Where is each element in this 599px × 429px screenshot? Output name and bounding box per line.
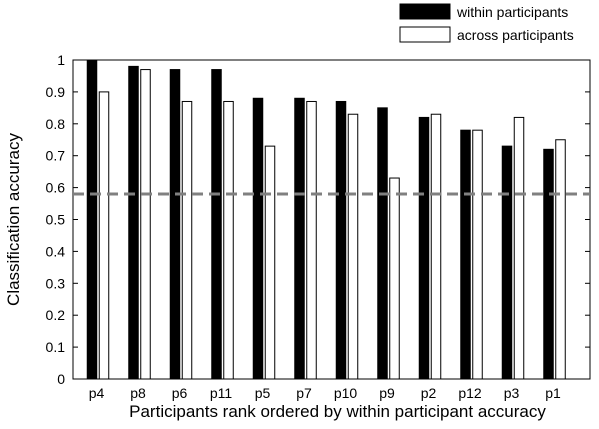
bar-across-p11 [223,100,234,380]
bar-across-p3 [513,116,525,380]
bar-across-p1 [555,139,566,380]
bar-within-p10 [335,100,347,380]
y-tick-label: 0.6 [46,180,66,196]
bar-across-p2 [430,113,442,380]
x-tick-label: p7 [296,385,312,401]
y-tick-label: 0.1 [46,339,66,355]
x-tick-label: p2 [421,385,437,401]
y-tick-label: 1 [57,52,65,68]
bar-within-p5 [252,97,264,380]
bar-within-p9 [377,107,388,380]
plot-area: 00.10.20.30.40.50.60.70.80.91 p4 p8 p6 p11 p… [46,52,591,401]
x-tick-label: p11 [210,385,233,401]
legend-label-across: across participants [457,27,574,43]
bar-within-p2 [418,116,430,380]
x-tick-label: p5 [255,385,271,401]
legend-swatch-across [399,26,451,43]
bar-across-p6 [181,100,193,380]
y-tick-label: 0.9 [46,84,66,100]
bar-within-p1 [543,148,554,380]
y-tick-label: 0.2 [46,307,66,323]
y-tick-label: 0.8 [46,116,66,132]
bar-across-p10 [347,113,359,380]
y-tick-label: 0.3 [46,275,66,291]
x-tick-label: p3 [504,385,520,401]
bar-within-p6 [169,69,181,380]
x-tick-label: p4 [89,385,105,401]
y-tick-label: 0.5 [46,212,66,228]
bar-within-p11 [211,69,222,380]
x-tick-label: p8 [130,385,146,401]
bar-across-p8 [140,69,151,380]
x-axis-ticks: p4 p8 p6 p11 p5 p7 p10 p9 p2 p12 p3 p1 [89,374,561,401]
x-axis-label: Participants rank ordered by within part… [129,402,546,421]
y-tick-label: 0 [57,371,65,387]
y-axis-label: Classification accuracy [4,133,23,306]
legend-swatch-within [399,3,451,20]
bar-across-p5 [264,145,276,380]
bars [86,59,566,380]
bar-within-p12 [460,129,471,380]
y-tick-label: 0.4 [46,243,66,259]
x-tick-label: p12 [458,385,482,401]
bar-within-p3 [501,145,513,380]
x-tick-label: p9 [379,385,395,401]
bar-within-p7 [294,97,305,380]
bar-across-p7 [306,100,317,380]
bar-across-p9 [389,177,400,380]
bar-across-p4 [98,91,110,380]
y-axis-ticks: 0 0.1 0.2 0.3 0.4 0.5 0.6 0.7 0.8 0.9 1 [46,52,590,387]
x-tick-label: p6 [172,385,188,401]
x-tick-label: p10 [334,385,358,401]
bar-within-p4 [86,59,98,380]
y-tick-label: 0.7 [46,148,66,164]
x-tick-label: p1 [545,385,561,401]
bar-within-p8 [128,65,139,380]
legend-label-within: within participants [456,4,568,20]
bar-across-p12 [472,129,483,380]
legend: within participants across participants [399,3,574,43]
